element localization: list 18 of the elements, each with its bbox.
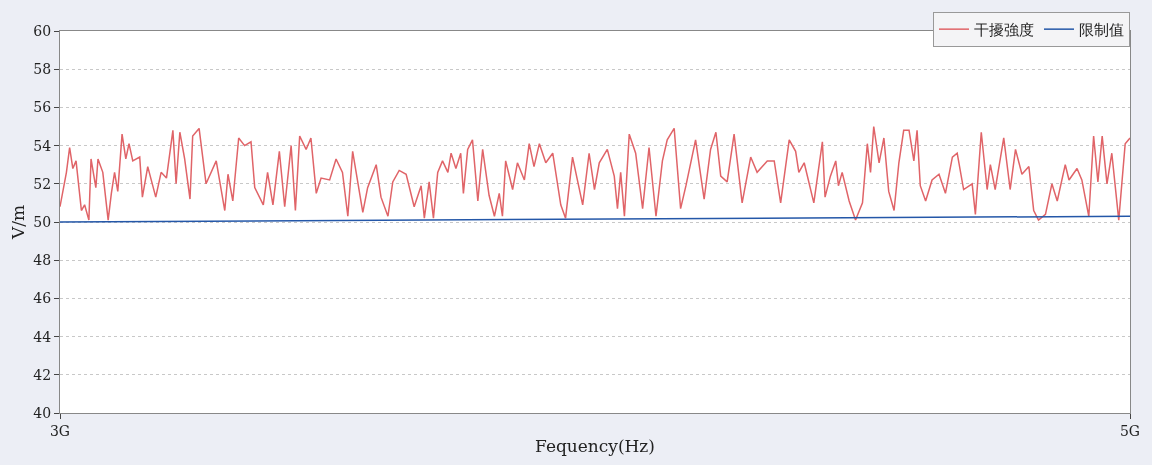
- legend-label: 限制值: [1079, 21, 1124, 39]
- y-tick-label: 52: [33, 175, 52, 192]
- y-tick-label: 40: [33, 404, 52, 421]
- y-tick-label: 54: [33, 137, 52, 154]
- y-tick-label: 60: [33, 22, 52, 39]
- y-tick-label: 46: [33, 290, 52, 307]
- y-tick-label: 44: [33, 328, 52, 345]
- x-tick-label: 5G: [1119, 422, 1141, 439]
- x-tick-label: 3G: [49, 422, 71, 439]
- y-tick-label: 56: [33, 99, 52, 116]
- y-tick-label: 50: [33, 213, 52, 230]
- legend-label: 干擾強度: [974, 21, 1034, 39]
- y-tick-label: 42: [33, 366, 52, 383]
- y-tick-label: 48: [33, 252, 52, 269]
- line-series: [60, 125, 1130, 221]
- y-tick-label: 58: [33, 61, 52, 78]
- y-axis-title: V/m: [7, 204, 28, 241]
- x-axis-title: Fequency(Hz): [535, 436, 655, 457]
